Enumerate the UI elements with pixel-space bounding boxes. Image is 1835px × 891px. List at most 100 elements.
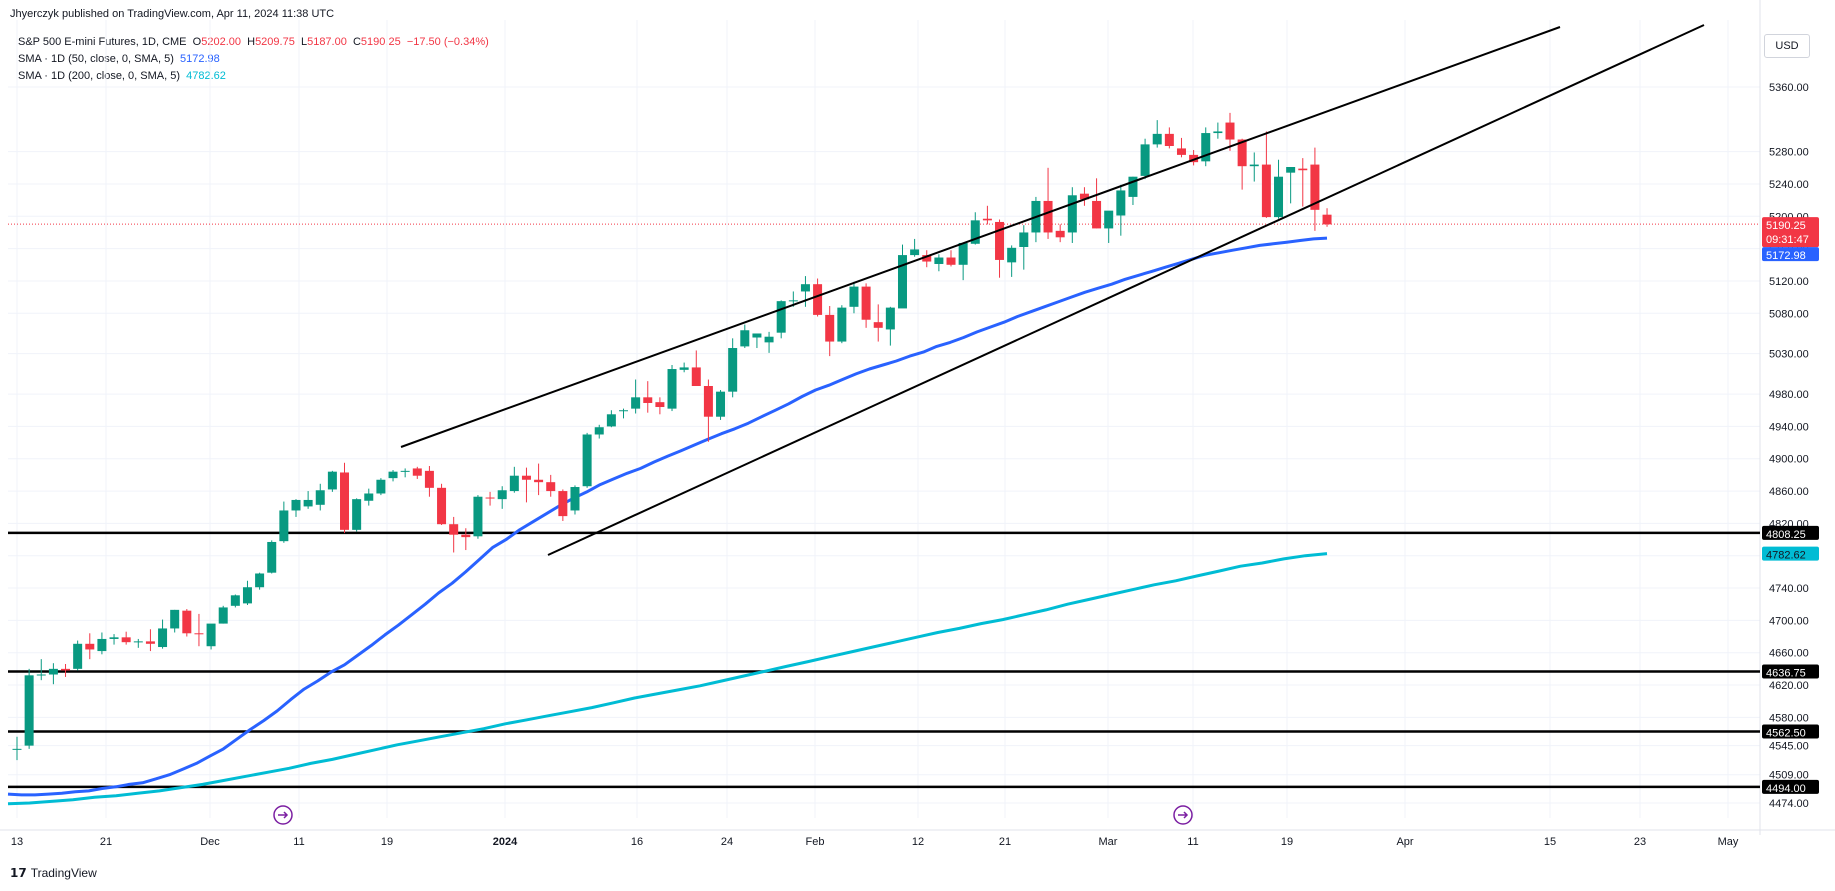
candle (873, 304, 883, 342)
candle-body (752, 333, 762, 338)
candle-body (170, 609, 180, 629)
candle-body (497, 490, 507, 500)
symbol-name[interactable]: S&P 500 E-mini Futures, 1D, CME (18, 36, 187, 48)
sma50-line[interactable] (7, 236, 1328, 797)
candle (837, 305, 847, 344)
candle (570, 485, 580, 515)
candle (97, 632, 107, 655)
time-axis[interactable]: 13 21 Dec 11 19 2024 16 24 Feb 12 21 Mar 11 19 Apr 15 23… (11, 836, 1739, 848)
candle (1176, 137, 1186, 158)
candle-body (376, 479, 386, 494)
brand-label[interactable]: TradingView (30, 866, 97, 880)
candle (1213, 122, 1223, 139)
trend-channel[interactable] (400, 24, 1705, 556)
candle (36, 659, 46, 681)
candle-body (1225, 122, 1235, 140)
legend-sma200-row[interactable]: SMA · 1D (200, close, 0, SMA, 5) 4782.62 (18, 68, 489, 85)
candle (48, 663, 58, 685)
time-tick-label: 15 (1544, 836, 1556, 848)
candle (24, 668, 34, 749)
candle (534, 463, 544, 496)
event-markers[interactable] (273, 805, 1193, 825)
candle-body (606, 414, 616, 427)
candle-body (218, 607, 228, 624)
currency-button[interactable]: USD (1764, 34, 1810, 58)
candle-body (776, 301, 786, 333)
candle-body (449, 524, 459, 535)
candle (1007, 245, 1017, 277)
sma200-price-label: 4782.62 (1762, 546, 1819, 562)
price-tick-label: 5280.00 (1769, 147, 1809, 159)
candle-body (1128, 176, 1138, 197)
candle-body (73, 643, 83, 669)
candle (1031, 196, 1041, 243)
price-tick-label: 4620.00 (1769, 680, 1809, 692)
high-value: 5209.75 (255, 36, 295, 48)
candle-body (279, 510, 289, 542)
level-price-label-text: 4562.50 (1766, 727, 1806, 739)
time-tick-label: Feb (806, 836, 825, 848)
candle-body (873, 322, 883, 328)
candle (946, 250, 956, 267)
candle-body (400, 470, 410, 472)
low-value: 5187.00 (307, 36, 347, 48)
candle (1104, 210, 1114, 243)
candle-body (303, 499, 313, 507)
candle-body (582, 434, 592, 487)
candle-body (619, 410, 628, 412)
sma50-price-label-bg (1762, 247, 1819, 262)
sma200-line[interactable] (7, 552, 1328, 806)
change-value: −17.50 (−0.34%) (406, 36, 489, 48)
candle (813, 278, 823, 317)
candle (521, 467, 531, 503)
price-tick-label: 4940.00 (1769, 421, 1809, 433)
price-tick-label: 4509.00 (1769, 770, 1809, 782)
candle (340, 462, 350, 534)
candle (1249, 152, 1259, 182)
candle-body (1104, 210, 1114, 229)
candle (1019, 225, 1029, 270)
open-value: 5202.00 (201, 36, 241, 48)
candle-body (995, 221, 1005, 260)
candle-body (206, 623, 216, 647)
candle (1043, 167, 1053, 239)
candle-body (1043, 200, 1053, 233)
candle-body (1261, 164, 1271, 218)
candle (218, 605, 228, 624)
level-price-label-text: 4808.25 (1766, 529, 1806, 541)
candle (267, 540, 277, 574)
candle (424, 466, 434, 497)
candle-body (1079, 193, 1089, 200)
candles[interactable] (12, 112, 1332, 761)
candle-body (946, 257, 956, 265)
sma200-value: 4782.62 (186, 70, 226, 82)
legend-symbol-row: S&P 500 E-mini Futures, 1D, CME O5202.00… (18, 34, 489, 51)
candle-body (1310, 164, 1320, 210)
horizontal-levels[interactable] (8, 531, 1760, 789)
candle-body (970, 220, 980, 244)
level-price-label: 4562.50 (1762, 724, 1819, 739)
price-axis[interactable]: 5360.005280.005240.005200.005160.005120.… (1769, 82, 1809, 810)
candle (861, 283, 871, 328)
time-tick-label: 21 (100, 836, 112, 848)
candle-body (1322, 214, 1332, 225)
candle-body (643, 397, 653, 403)
candle-body (473, 496, 483, 537)
candle-body (485, 497, 495, 499)
candle (655, 397, 665, 415)
candle-body (1116, 190, 1126, 216)
candle (303, 491, 313, 509)
candle-body (182, 610, 192, 634)
tradingview-logo-icon[interactable]: 𝟭𝟳 (10, 866, 27, 880)
candle (170, 609, 180, 633)
candle-body (825, 314, 835, 342)
event-arrow (278, 811, 289, 819)
candle (764, 331, 774, 353)
candle (619, 408, 628, 419)
candle (740, 324, 750, 349)
candle-body (934, 257, 944, 264)
candle (667, 364, 677, 412)
candle-body (788, 300, 798, 302)
price-tick-label: 5030.00 (1769, 349, 1809, 361)
